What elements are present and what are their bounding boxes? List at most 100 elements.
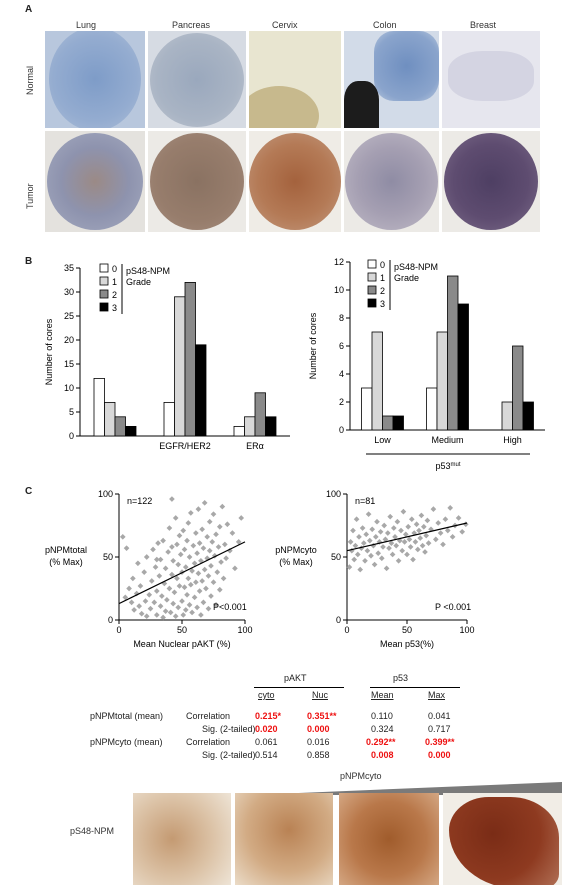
data-point (196, 588, 203, 594)
y-tick-label: 20 (64, 335, 74, 345)
data-point (141, 569, 148, 575)
legend-swatch (99, 289, 109, 299)
data-point (193, 530, 199, 536)
bar (163, 401, 175, 437)
data-point (214, 569, 221, 575)
row-label-ps48-npm: pS48-NPM (70, 826, 115, 836)
legend-entry: 2 (380, 286, 385, 296)
data-point (435, 520, 442, 526)
data-point (184, 537, 190, 544)
table-cell: 0.041 (428, 711, 451, 721)
data-point (425, 540, 432, 546)
bar (254, 392, 266, 437)
data-point (364, 547, 371, 554)
data-point (365, 511, 372, 517)
data-point (181, 584, 188, 591)
data-point (449, 534, 456, 540)
data-point (143, 613, 150, 620)
legend-title: Grade (394, 273, 419, 283)
y-tick-label: 4 (339, 369, 344, 379)
col-group-pakt-rule (254, 687, 344, 688)
data-point (155, 540, 161, 546)
data-point (360, 540, 367, 546)
y-tick-label: 100 (326, 489, 341, 499)
data-point (151, 599, 158, 606)
data-point (393, 542, 400, 549)
data-point (138, 610, 145, 617)
table-cell: 0.061 (255, 737, 278, 747)
data-point (137, 583, 144, 589)
data-point (208, 593, 214, 599)
data-point (362, 557, 368, 564)
data-point (123, 545, 130, 552)
data-point (213, 531, 219, 538)
bar (265, 416, 277, 437)
legend-entry: 0 (380, 260, 385, 270)
tissue-label-breast: Breast (470, 20, 497, 30)
data-point (390, 525, 397, 531)
data-point (169, 544, 175, 550)
data-point (201, 499, 208, 506)
legend-title: Grade (126, 277, 151, 287)
gradient-wedge (250, 782, 562, 795)
data-point (182, 607, 189, 613)
data-point (175, 561, 182, 568)
n-label: n=122 (127, 496, 152, 506)
data-point (381, 522, 388, 529)
data-point (153, 556, 160, 563)
data-point (200, 599, 207, 606)
data-point (180, 612, 187, 618)
data-point (170, 557, 177, 564)
bar (184, 281, 196, 437)
x-tick-label: Medium (431, 435, 463, 445)
data-point (136, 603, 142, 609)
data-point (181, 546, 188, 553)
data-point (206, 518, 213, 525)
col-head-max: Max (428, 690, 446, 700)
data-point (148, 578, 155, 584)
data-point (190, 542, 197, 549)
data-point (389, 551, 396, 558)
data-point (375, 550, 382, 557)
legend-title: pS48-NPM (394, 262, 438, 272)
col-group-pakt: pAKT (284, 673, 307, 683)
table-cell: 0.292** (366, 737, 396, 747)
ihc-image-4 (443, 793, 562, 885)
y-tick-label: 100 (98, 489, 113, 499)
data-point (210, 579, 217, 586)
table-cell: 0.110 (371, 711, 393, 721)
data-point (395, 557, 402, 564)
row-label-tumor: Tumor (25, 183, 35, 209)
table-cell: 0.020 (255, 724, 278, 734)
data-point (357, 566, 364, 573)
y-tick-label: 50 (103, 552, 113, 562)
data-point (366, 537, 373, 544)
bar (371, 331, 383, 431)
data-point (359, 525, 366, 531)
data-point (191, 594, 198, 601)
y-tick-label: 10 (334, 285, 344, 295)
data-point (172, 613, 179, 620)
ihc-image-1 (133, 793, 231, 885)
data-point (413, 521, 420, 528)
data-point (407, 544, 414, 550)
x-tick-label: EGFR/HER2 (159, 441, 211, 451)
ihc-image-2 (235, 793, 333, 885)
data-point (147, 605, 154, 612)
col-head-nuc: Nuc (312, 690, 329, 700)
gradient-label: pNPMcyto (340, 771, 382, 781)
data-point (156, 573, 163, 579)
micrograph-tumor-pancreas (148, 131, 246, 232)
data-point (162, 565, 169, 572)
y-axis-label: (% Max) (279, 557, 313, 567)
y-tick-label: 6 (339, 341, 344, 351)
data-point (186, 554, 193, 560)
data-point (164, 597, 170, 603)
data-point (128, 599, 135, 606)
data-point (459, 528, 466, 535)
micrograph-tumor-cervix (249, 131, 341, 232)
legend-entry: 1 (112, 277, 117, 287)
data-point (455, 515, 462, 521)
bar (114, 416, 126, 437)
